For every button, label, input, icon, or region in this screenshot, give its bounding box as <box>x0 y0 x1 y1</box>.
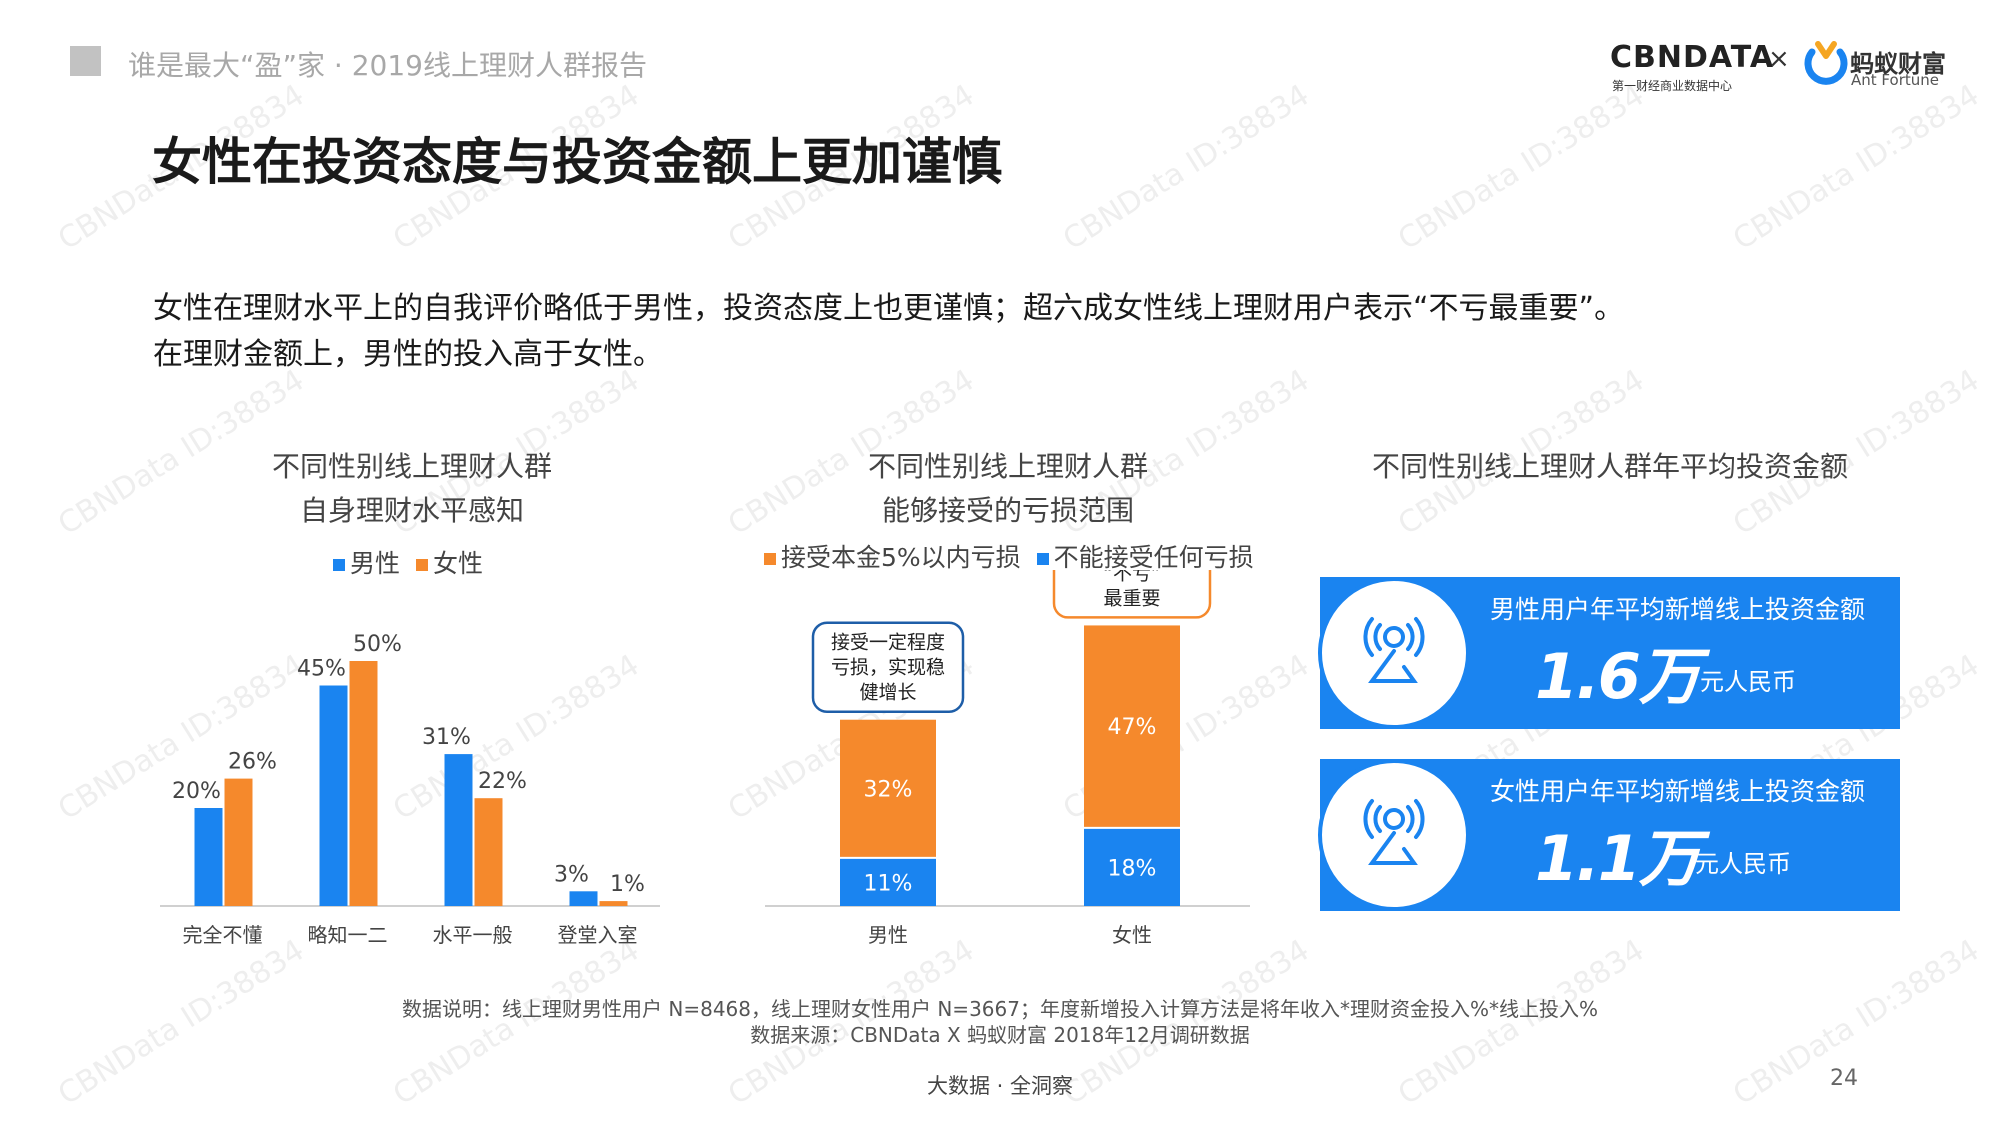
legend-swatch-blue <box>1036 553 1049 565</box>
chart2-data-label: 47% <box>1108 715 1157 740</box>
page-number: 24 <box>1830 1066 1858 1091</box>
chart1-legend-female-label: 女性 <box>433 549 484 578</box>
chart1-tick-label: 完全不懂 <box>183 923 263 947</box>
male-invest-label: 男性用户年平均新增线上投资金额 <box>1490 595 1866 624</box>
chart2-tick-label: 男性 <box>868 923 908 947</box>
chart1-bar <box>349 661 378 906</box>
chart2-callout-female <box>1052 570 1212 619</box>
female-invest-value: 1.1万 <box>1535 822 1701 895</box>
chart1-bar <box>444 754 473 906</box>
footnote-line-2: 数据来源：CBNData X 蚂蚁财富 2018年12月调研数据 <box>750 1023 1250 1047</box>
page-title: 女性在投资态度与投资金额上更加谨慎 <box>152 133 1002 191</box>
chart2-data-label: 11% <box>864 871 913 896</box>
chart2-bar-loss5 <box>840 719 936 857</box>
chart1-tick-label: 登堂入室 <box>558 923 638 947</box>
summary-line-1: 女性在理财水平上的自我评价略低于男性，投资态度上也更谨慎；超六成女性线上理财用户… <box>153 291 1625 326</box>
male-invest-icon-circle <box>1318 577 1470 729</box>
logo-separator: × <box>1768 44 1790 74</box>
chart2-legend-loss5-label: 接受本金5%以内亏损 <box>781 543 1021 572</box>
chart2-data-label: 32% <box>864 777 913 802</box>
ant-fortune-logo-cn: 蚂蚁财富 <box>1850 50 1946 78</box>
watermark-text: CBNData ID:38834 <box>1727 77 1986 258</box>
watermark-text: CBNData ID:38834 <box>1392 77 1651 258</box>
ant-fortune-logo-icon <box>1804 41 1848 85</box>
chart1-bar <box>569 891 598 906</box>
chart1-data-label: 20% <box>172 779 221 804</box>
chart1-data-label: 50% <box>353 632 402 657</box>
chart2-callout-male-text: 亏损，实现稳 <box>831 657 945 679</box>
chart1-data-label: 26% <box>228 750 277 775</box>
chart1-legend-male: 男性 <box>333 544 400 580</box>
cbndata-logo: CBNDATA <box>1610 40 1775 75</box>
chart2-legend-noloss-label: 不能接受任何亏损 <box>1053 543 1254 572</box>
chart2-title-line1: 不同性别线上理财人群 <box>867 450 1148 483</box>
chart1-title-line1: 不同性别线上理财人群 <box>271 450 552 483</box>
chart2-bar-noloss <box>1084 828 1180 906</box>
chart2-legend: 接受本金5%以内亏损 不能接受任何亏损 <box>764 538 1254 574</box>
chart1-tick-label: 略知一二 <box>308 923 388 947</box>
data-footnote: 数据说明：线上理财男性用户 N=8468，线上理财女性用户 N=3667；年度新… <box>0 996 2000 1048</box>
chart1-bar <box>319 685 348 906</box>
male-invest-value: 1.6万 <box>1535 640 1701 713</box>
female-invest-icon-circle <box>1318 759 1470 911</box>
chart2-title: 不同性别线上理财人群 能够接受的亏损范围 <box>808 445 1208 533</box>
chart2-callout-male <box>811 621 965 713</box>
chart2-title-line2: 能够接受的亏损范围 <box>881 494 1134 527</box>
chart2-data-label: 18% <box>1108 856 1157 881</box>
chart1-title: 不同性别线上理财人群 自身理财水平感知 <box>212 445 612 533</box>
chart1-data-label: 31% <box>422 725 471 750</box>
invest-title: 不同性别线上理财人群年平均投资金额 <box>1371 450 1848 483</box>
summary-text: 女性在理财水平上的自我评价略低于男性，投资态度上也更谨慎；超六成女性线上理财用户… <box>153 286 1624 378</box>
chart1-bar <box>194 808 223 906</box>
female-invest-label: 女性用户年平均新增线上投资金额 <box>1490 777 1866 806</box>
chart2-bar-noloss <box>840 858 936 906</box>
chart1-data-label: 45% <box>297 657 346 682</box>
summary-line-2: 在理财金额上，男性的投入高于女性。 <box>153 337 663 372</box>
chart1-legend: 男性 女性 <box>333 544 483 580</box>
chart1-tick-label: 水平一般 <box>433 923 513 947</box>
chart1-legend-female: 女性 <box>416 544 483 580</box>
broadcast-person-icon <box>1363 799 1425 865</box>
chart2-bar-loss5 <box>1084 625 1180 827</box>
chart2-legend-loss5: 接受本金5%以内亏损 <box>764 538 1021 574</box>
chart1-bar-chart: 20% 26% 完全不懂 45% 50% 略知一二 31% 22% 水平一般 3% 1% 登堂入室 <box>160 632 660 947</box>
chart1-legend-male-label: 男性 <box>350 549 401 578</box>
chart2-callout-female-text: “不亏” <box>1103 570 1161 584</box>
legend-swatch-orange <box>764 553 776 565</box>
broadcast-person-icon <box>1363 617 1425 683</box>
male-invest-unit: 元人民币 <box>1700 668 1796 696</box>
chart2-callout-male-text: 接受一定程度 <box>831 632 945 654</box>
footnote-line-1: 数据说明：线上理财男性用户 N=8468，线上理财女性用户 N=3667；年度新… <box>402 997 1598 1021</box>
header-square-icon <box>70 46 101 76</box>
ant-fortune-logo-en: Ant Fortune <box>1851 71 1939 89</box>
chart1-data-label: 3% <box>554 862 589 887</box>
chart2-tick-label: 女性 <box>1112 923 1152 947</box>
footer-tagline: 大数据 · 全洞察 <box>926 1074 1074 1098</box>
legend-swatch-blue <box>333 559 345 571</box>
watermark-text: CBNData ID:38834 <box>1057 77 1316 258</box>
chart1-data-label: 22% <box>478 769 527 794</box>
cbndata-logo-subtitle: 第一财经商业数据中心 <box>1612 79 1733 93</box>
chart1-bar <box>474 798 503 906</box>
chart2-legend-noloss: 不能接受任何亏损 <box>1036 538 1254 574</box>
female-invest-unit: 元人民币 <box>1695 850 1791 878</box>
chart1-data-label: 1% <box>610 872 645 897</box>
chart2-callout-female-text: 最重要 <box>1103 587 1160 609</box>
report-subtitle: 谁是最大“盈”家 · 2019线上理财人群报告 <box>128 49 647 82</box>
chart1-title-line2: 自身理财水平感知 <box>299 494 524 527</box>
chart1-bar <box>224 778 253 906</box>
chart2-callout-male-text: 健增长 <box>859 682 916 704</box>
chart1-bar <box>599 901 628 906</box>
legend-swatch-orange <box>416 559 429 571</box>
